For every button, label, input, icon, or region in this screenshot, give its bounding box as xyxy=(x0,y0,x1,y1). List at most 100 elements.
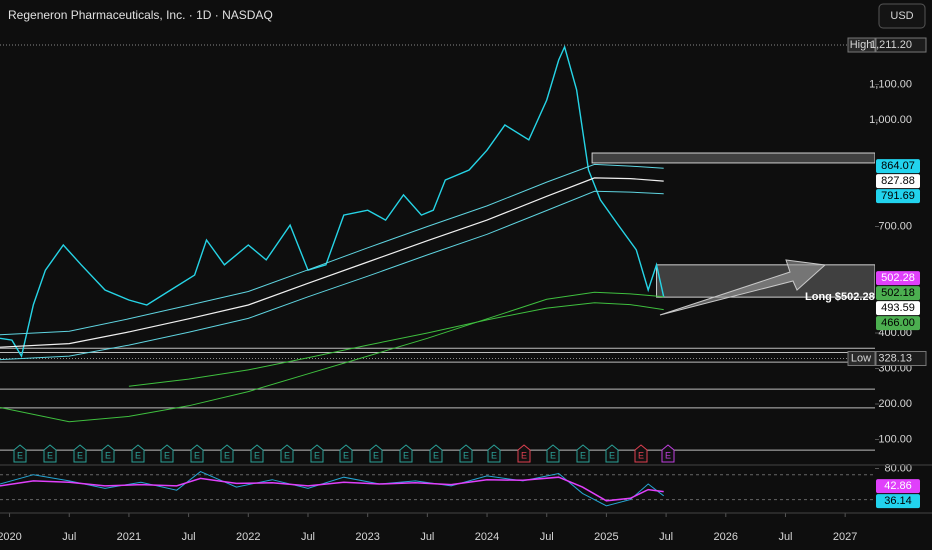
earnings-marker xyxy=(369,444,383,463)
earnings-label: E xyxy=(638,450,644,460)
high-badge-label: 1,211.20 xyxy=(870,39,912,51)
earnings-marker xyxy=(634,444,648,463)
price-badge xyxy=(876,189,920,204)
series-line xyxy=(0,190,664,361)
earnings-label: E xyxy=(194,450,200,460)
earnings-label: E xyxy=(77,450,83,460)
x-tick-label: 2026 xyxy=(714,531,738,543)
earnings-label: E xyxy=(433,450,439,460)
x-tick-label: 2020 xyxy=(0,531,22,543)
x-tick-label: Jul xyxy=(420,531,434,543)
series-line xyxy=(0,163,664,336)
x-tick-label: 2023 xyxy=(355,531,379,543)
series-line xyxy=(0,291,664,423)
earnings-marker xyxy=(310,444,324,463)
earnings-label: E xyxy=(521,450,527,460)
price-badge-label: 827.88 xyxy=(881,175,915,187)
high-tag-label: High xyxy=(850,39,873,51)
earnings-label: E xyxy=(491,450,497,460)
earnings-label: E xyxy=(105,450,111,460)
x-tick-label: Jul xyxy=(301,531,315,543)
price-badge xyxy=(876,174,920,189)
earnings-label: E xyxy=(224,450,230,460)
price-badge-label: 42.86 xyxy=(884,480,912,492)
price-badge xyxy=(876,159,920,174)
price-badge-label: 864.07 xyxy=(881,160,915,172)
earnings-label: E xyxy=(609,450,615,460)
x-tick-label: Jul xyxy=(778,531,792,543)
earnings-marker xyxy=(576,444,590,463)
earnings-marker xyxy=(43,444,57,463)
earnings-marker xyxy=(101,444,115,463)
x-tick-label: Jul xyxy=(62,531,76,543)
series-line xyxy=(0,177,664,348)
low-badge xyxy=(875,351,927,367)
price-badge-label: 791.69 xyxy=(881,190,915,202)
earnings-label: E xyxy=(17,450,23,460)
price-badge xyxy=(876,479,920,494)
x-tick-label: 2025 xyxy=(594,531,618,543)
earnings-label: E xyxy=(343,450,349,460)
earnings-marker xyxy=(661,444,675,463)
x-tick-label: 2022 xyxy=(236,531,260,543)
x-tick-label: 2021 xyxy=(117,531,141,543)
series-line xyxy=(128,302,664,387)
high-badge xyxy=(875,37,927,53)
price-badge xyxy=(876,271,920,286)
price-badge-label: 502.18 xyxy=(881,287,915,299)
annotation: Long $502.28 xyxy=(805,291,875,303)
series-line xyxy=(0,476,664,502)
price-badge-label: 502.28 xyxy=(881,272,915,284)
earnings-label: E xyxy=(580,450,586,460)
earnings-label: E xyxy=(314,450,320,460)
earnings-label: E xyxy=(164,450,170,460)
low-tag xyxy=(847,351,876,367)
earnings-label: E xyxy=(403,450,409,460)
earnings-marker xyxy=(250,444,264,463)
price-pane xyxy=(0,44,875,451)
price-badge-label: 36.14 xyxy=(884,495,912,507)
earnings-label: E xyxy=(135,450,141,460)
x-tick-label: Jul xyxy=(182,531,196,543)
earnings-marker xyxy=(399,444,413,463)
earnings-marker xyxy=(605,444,619,463)
x-tick-label: 2024 xyxy=(475,531,499,543)
earnings-label: E xyxy=(254,450,260,460)
price-badge-label: 466.00 xyxy=(881,317,915,329)
price-badge xyxy=(876,301,920,316)
earnings-label: E xyxy=(47,450,53,460)
chart-title: Regeneron Pharmaceuticals, Inc. · 1D · N… xyxy=(8,8,273,22)
earnings-label: E xyxy=(550,450,556,460)
x-tick-label: Jul xyxy=(659,531,673,543)
y-tick-label: 80.00 xyxy=(884,462,912,474)
overlay: 1,100.001,000.00700.00400.00300.00200.00… xyxy=(0,37,927,543)
currency-label[interactable]: USD xyxy=(890,10,913,22)
y-tick-label: 200.00 xyxy=(878,398,912,410)
earnings-marker xyxy=(13,444,27,463)
earnings-marker xyxy=(220,444,234,463)
x-tick-label: 2027 xyxy=(833,531,857,543)
earnings-label: E xyxy=(284,450,290,460)
earnings-marker xyxy=(190,444,204,463)
earnings-marker xyxy=(487,444,501,463)
price-badge xyxy=(876,494,920,509)
y-tick-label: 1,000.00 xyxy=(869,114,912,126)
earnings-marker xyxy=(131,444,145,463)
zone xyxy=(591,152,875,164)
series-line xyxy=(0,44,665,358)
y-tick-label: 700.00 xyxy=(878,220,912,232)
earnings-marker xyxy=(429,444,443,463)
earnings-marker xyxy=(339,444,353,463)
earnings-marker xyxy=(280,444,294,463)
earnings-label: E xyxy=(665,450,671,460)
low-tag-label: Low xyxy=(851,352,871,364)
high-tag xyxy=(847,37,876,53)
earnings-marker xyxy=(546,444,560,463)
earnings-label: E xyxy=(373,450,379,460)
currency-button[interactable] xyxy=(878,3,926,29)
y-tick-label: 100.00 xyxy=(878,433,912,445)
low-badge-label: 328.13 xyxy=(878,352,912,364)
price-badge-label: 493.59 xyxy=(881,302,915,314)
earnings-marker xyxy=(459,444,473,463)
price-badge xyxy=(876,286,920,301)
